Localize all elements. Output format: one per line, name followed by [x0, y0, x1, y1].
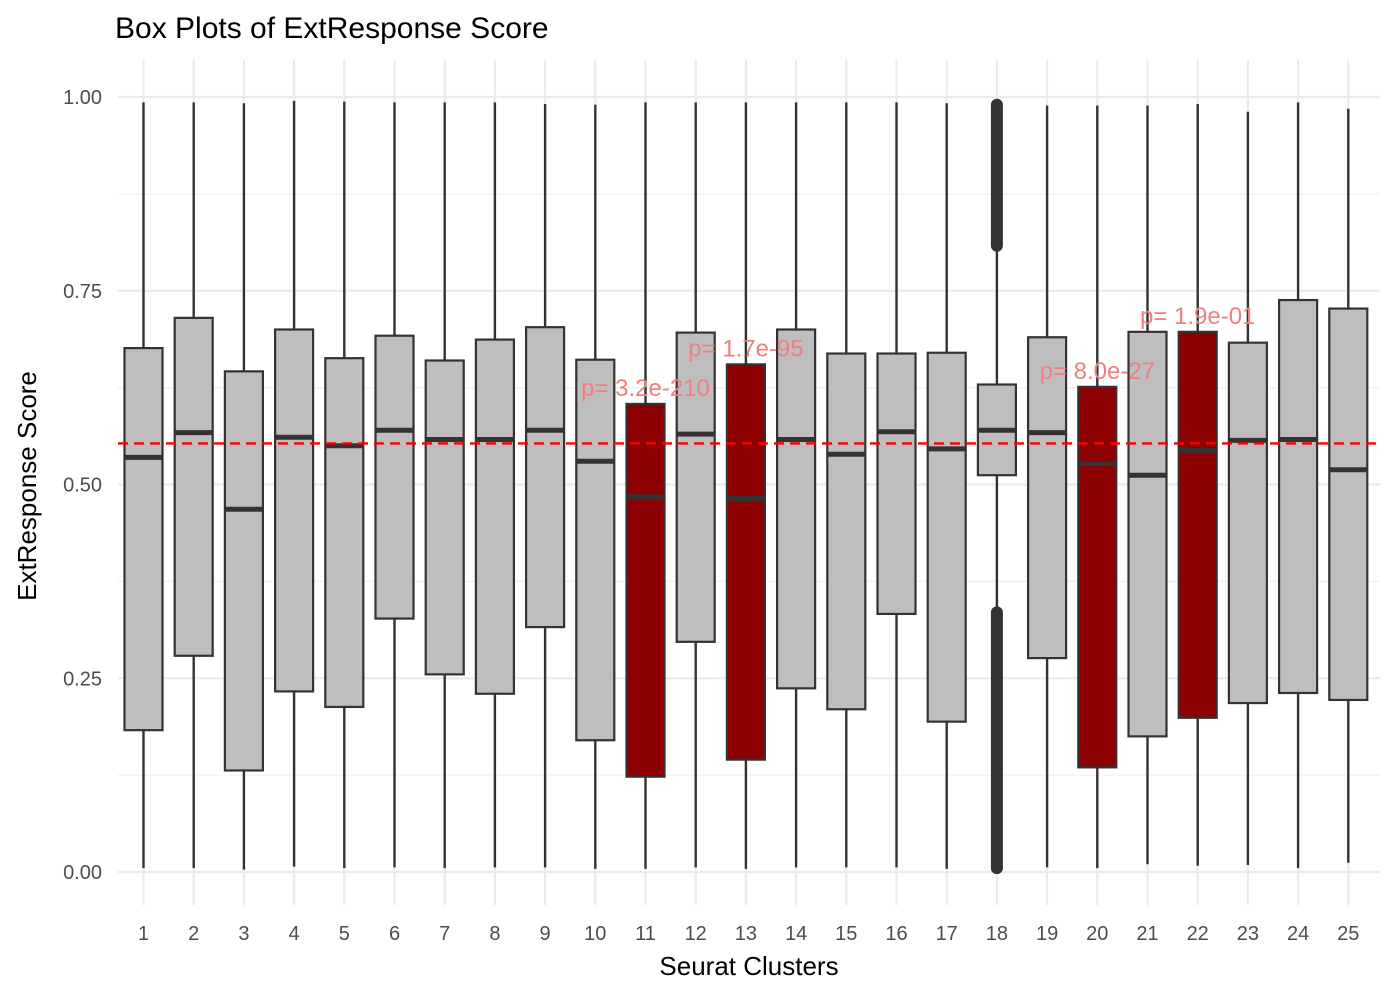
box-cluster-9 — [524, 103, 566, 868]
box-cluster-6 — [374, 102, 415, 868]
y-tick-label: 0.50 — [63, 475, 102, 497]
x-tick-label: 2 — [188, 923, 199, 945]
x-tick-label: 10 — [584, 923, 606, 945]
box-cluster-25 — [1328, 108, 1369, 863]
outlier-points — [990, 606, 1003, 875]
box-iqr — [1026, 336, 1068, 660]
x-tick-label: 8 — [489, 923, 500, 945]
box-iqr — [524, 326, 566, 629]
x-tick-label: 17 — [936, 923, 958, 945]
box-iqr — [775, 328, 817, 690]
p-value-label: p= 3.2e-210 — [581, 375, 710, 402]
x-axis-ticks: 1 2 3 4 5 6 7 8 9 10 11 12 13 14 15 16 17 18 19 20 21 22 23 24 2… — [138, 923, 1359, 945]
x-tick-label: 7 — [439, 923, 450, 945]
box-iqr — [274, 328, 315, 693]
box-iqr — [324, 357, 365, 709]
box-cluster-10 — [575, 104, 616, 869]
box-cluster-2 — [173, 102, 214, 869]
box-cluster-15 — [826, 102, 867, 868]
x-tick-label: 11 — [635, 923, 656, 945]
box-iqr — [1328, 307, 1369, 702]
x-tick-label: 22 — [1187, 923, 1209, 945]
x-tick-label: 3 — [238, 923, 249, 945]
p-value-label: p= 1.7e-95 — [688, 335, 803, 362]
box-cluster-3 — [223, 103, 264, 870]
x-axis-title: Seurat Clusters — [659, 951, 838, 981]
y-tick-label: 0.00 — [63, 862, 102, 884]
box-iqr — [876, 352, 917, 616]
box-iqr — [625, 402, 666, 778]
x-tick-label: 15 — [835, 923, 857, 945]
box-iqr — [374, 334, 415, 620]
x-tick-label: 5 — [339, 923, 350, 945]
box-cluster-11 — [625, 102, 666, 869]
box-iqr — [1177, 330, 1218, 719]
box-cluster-21 — [1127, 105, 1168, 865]
y-axis-ticks: 0.00 0.25 0.50 0.75 1.00 — [63, 87, 102, 884]
x-tick-label: 25 — [1337, 923, 1359, 945]
box-cluster-16 — [876, 102, 917, 868]
p-value-label: p= 1.9e-01 — [1140, 303, 1255, 330]
box-iqr — [675, 331, 716, 643]
box-cluster-13 — [725, 102, 767, 869]
x-tick-label: 14 — [785, 923, 807, 945]
box-cluster-4 — [274, 100, 315, 867]
box-iqr — [123, 347, 164, 732]
box-iqr — [223, 370, 264, 772]
box-cluster-18 — [976, 98, 1018, 875]
x-tick-label: 23 — [1237, 923, 1259, 945]
x-tick-label: 6 — [389, 923, 400, 945]
box-iqr — [575, 358, 616, 742]
y-axis-title: ExtResponse Score — [12, 371, 42, 601]
x-tick-label: 12 — [685, 923, 707, 945]
x-tick-label: 16 — [885, 923, 907, 945]
box-iqr — [725, 363, 767, 761]
x-tick-label: 9 — [540, 923, 551, 945]
x-tick-label: 20 — [1086, 923, 1108, 945]
box-iqr — [1277, 298, 1319, 695]
x-tick-label: 18 — [986, 923, 1008, 945]
box-iqr — [1077, 385, 1118, 769]
p-value-label: p= 8.0e-27 — [1040, 358, 1155, 385]
y-tick-label: 1.00 — [63, 87, 102, 109]
x-tick-label: 24 — [1287, 923, 1309, 945]
x-tick-label: 13 — [735, 923, 757, 945]
box-cluster-5 — [324, 101, 365, 869]
box-cluster-12 — [675, 102, 716, 868]
box-iqr — [474, 338, 515, 695]
x-tick-label: 21 — [1136, 923, 1158, 945]
box-cluster-14 — [775, 102, 817, 868]
box-cluster-22 — [1177, 103, 1218, 866]
y-tick-label: 0.25 — [63, 668, 102, 690]
x-tick-label: 1 — [138, 923, 149, 945]
box-cluster-1 — [123, 102, 164, 869]
box-iqr — [826, 352, 867, 711]
box-cluster-7 — [424, 102, 465, 869]
y-tick-label: 0.75 — [63, 281, 102, 303]
box-iqr — [1127, 330, 1168, 738]
boxes — [123, 98, 1369, 875]
x-tick-label: 4 — [289, 923, 300, 945]
p-value-annotations: p= 3.2e-210 p= 1.7e-95 p= 8.0e-27 p= 1.9e-0… — [581, 303, 1255, 402]
box-iqr — [173, 316, 214, 657]
outlier-points — [990, 98, 1003, 252]
box-iqr — [424, 359, 465, 676]
x-tick-label: 19 — [1036, 923, 1058, 945]
chart-title: Box Plots of ExtResponse Score — [115, 12, 549, 45]
box-cluster-17 — [926, 103, 967, 869]
box-iqr — [1227, 341, 1269, 705]
box-cluster-24 — [1277, 102, 1319, 869]
box-cluster-8 — [474, 102, 515, 868]
box-cluster-20 — [1077, 105, 1118, 869]
box-cluster-19 — [1026, 105, 1068, 868]
box-iqr — [926, 351, 967, 723]
box-cluster-23 — [1227, 111, 1269, 866]
